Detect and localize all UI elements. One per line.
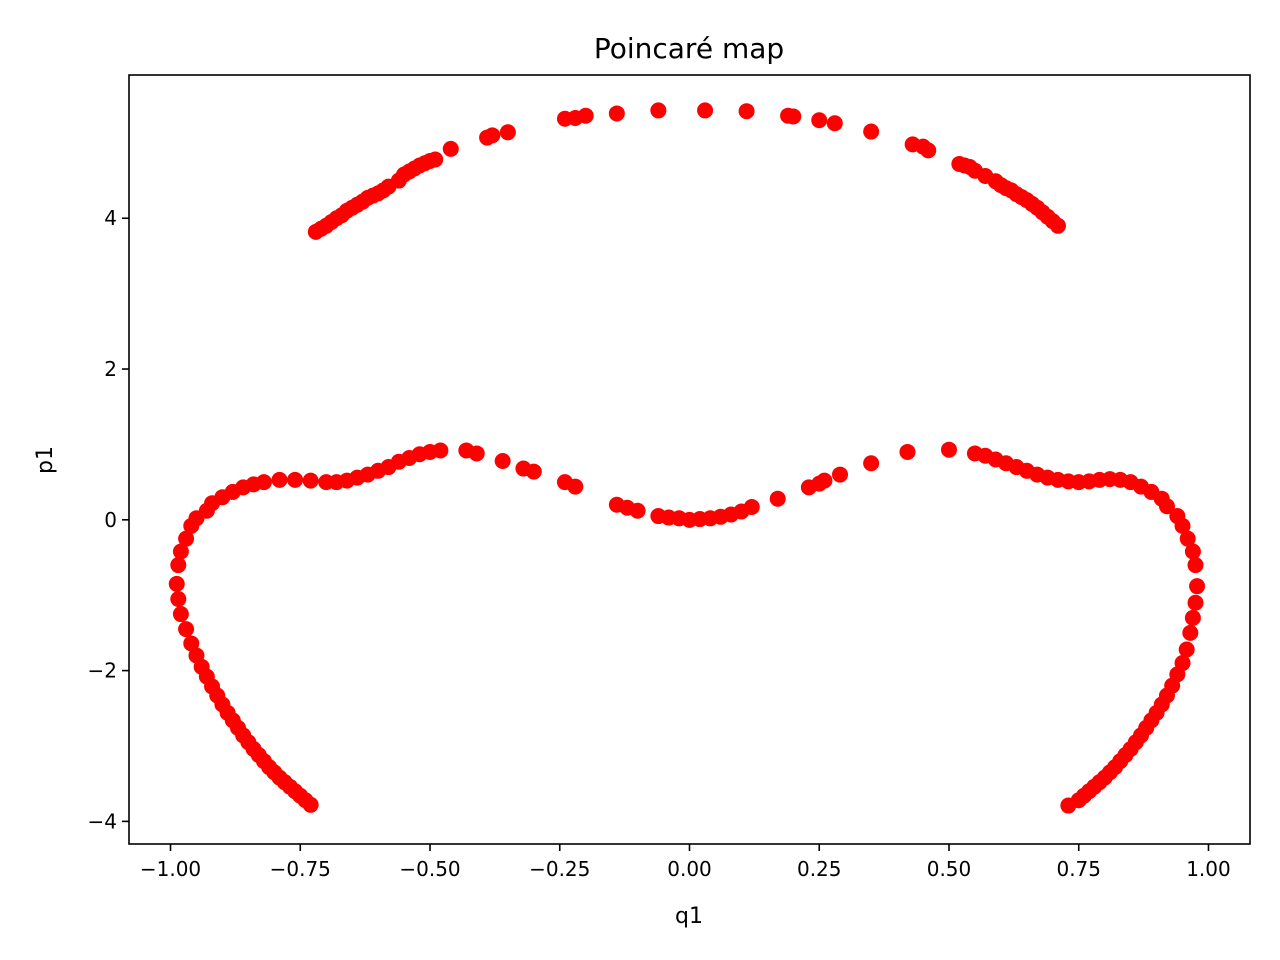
x-axis-ticks: −1.00 −0.75 −0.50 −0.25 0.00 0.25 0.50 0.75 1.00 xyxy=(140,844,1231,881)
x-tick-label: 0.50 xyxy=(927,857,972,881)
x-tick-label: 0.00 xyxy=(667,857,712,881)
x-tick-label: 1.00 xyxy=(1186,857,1231,881)
scatter-point xyxy=(811,112,828,129)
scatter-point xyxy=(168,575,185,592)
scatter-point xyxy=(484,127,501,144)
scatter-point xyxy=(188,647,205,664)
scatter-point xyxy=(302,472,319,489)
scatter-point xyxy=(863,455,880,472)
scatter-point xyxy=(1182,624,1199,641)
scatter-point xyxy=(1184,543,1201,560)
scatter-point xyxy=(170,557,187,574)
scatter-point xyxy=(427,151,444,168)
scatter-point xyxy=(1184,609,1201,626)
x-tick-label: −0.25 xyxy=(529,857,590,881)
plot-area-frame xyxy=(128,74,1251,845)
y-tick-label: 4 xyxy=(104,206,117,230)
scatter-point xyxy=(432,442,449,459)
x-tick-label: −1.00 xyxy=(140,857,201,881)
scatter-point xyxy=(1158,498,1175,515)
scatter-point xyxy=(183,635,200,652)
scatter-point xyxy=(940,441,957,458)
scatter-point xyxy=(920,142,937,159)
scatter-point xyxy=(899,443,916,460)
y-tick-label: −2 xyxy=(88,659,117,683)
scatter-point xyxy=(743,498,760,515)
scatter-point xyxy=(442,140,459,157)
scatter-point xyxy=(608,105,625,122)
scatter-point xyxy=(1189,578,1206,595)
scatter-point xyxy=(525,463,542,480)
scatter-point xyxy=(697,102,714,119)
x-tick-label: 0.25 xyxy=(797,857,842,881)
scatter-point xyxy=(255,474,272,491)
x-tick-label: −0.50 xyxy=(399,857,460,881)
scatter-point xyxy=(863,123,880,140)
scatter-point xyxy=(785,108,802,125)
scatter-point xyxy=(1187,594,1204,611)
scatter-point xyxy=(287,471,304,488)
y-axis-ticks: −4 −2 0 2 4 xyxy=(88,206,129,833)
y-axis-label: p1 xyxy=(33,446,58,474)
scatter-point xyxy=(832,466,849,483)
scatter-points xyxy=(168,102,1206,814)
chart-title: Poincaré map xyxy=(594,32,784,65)
scatter-point xyxy=(170,590,187,607)
scatter-point xyxy=(577,107,594,124)
y-tick-label: 2 xyxy=(104,357,117,381)
x-tick-label: 0.75 xyxy=(1056,857,1101,881)
scatter-point xyxy=(178,621,195,638)
scatter-point xyxy=(650,102,667,119)
scatter-point xyxy=(816,472,833,489)
scatter-point xyxy=(769,490,786,507)
scatter-point xyxy=(271,471,288,488)
scatter-point xyxy=(1178,641,1195,658)
scatter-point xyxy=(468,445,485,462)
y-tick-label: 0 xyxy=(104,508,117,532)
scatter-point xyxy=(629,502,646,519)
scatter-point xyxy=(1179,530,1196,547)
scatter-point xyxy=(178,530,195,547)
y-tick-label: −4 xyxy=(88,809,117,833)
scatter-point xyxy=(172,543,189,560)
x-axis-label: q1 xyxy=(675,904,703,929)
scatter-point xyxy=(499,124,516,141)
scatter-point xyxy=(172,606,189,623)
scatter-point xyxy=(826,115,843,132)
scatter-point xyxy=(1187,557,1204,574)
scatter-point xyxy=(1174,517,1191,534)
scatter-point xyxy=(1060,797,1077,814)
x-tick-label: −0.75 xyxy=(270,857,331,881)
scatter-point xyxy=(1049,217,1066,234)
scatter-point xyxy=(738,103,755,120)
scatter-point xyxy=(567,478,584,495)
scatter-point xyxy=(494,453,511,470)
